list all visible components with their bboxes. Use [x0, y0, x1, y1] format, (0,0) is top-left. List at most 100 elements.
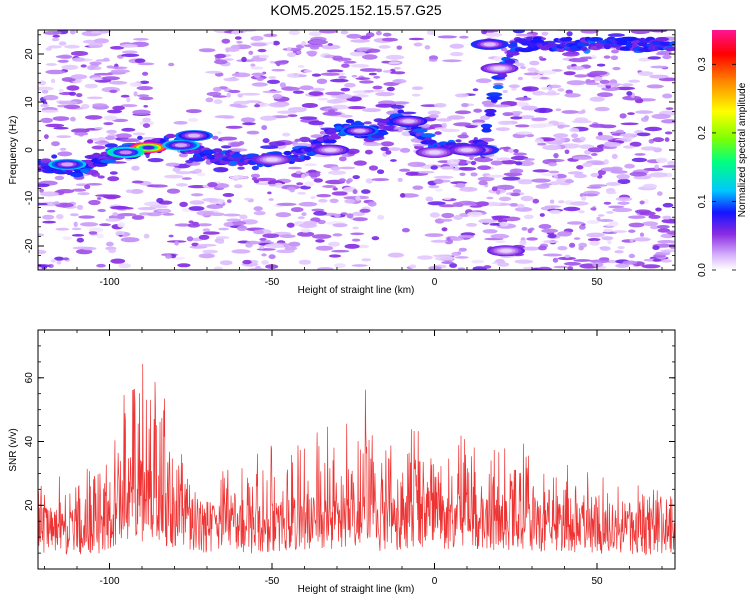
- spectrogram-cell: [639, 200, 645, 205]
- spectrogram-cell: [174, 223, 192, 227]
- spectrogram-cell: [351, 121, 365, 127]
- spectrogram-cell: [324, 139, 337, 144]
- spectrogram-cell: [56, 189, 74, 194]
- spectrogram-cell: [620, 122, 639, 126]
- spectrogram-cell: [259, 245, 265, 250]
- spectrogram-cell: [538, 70, 557, 75]
- spectrogram-cell: [608, 221, 619, 227]
- spectrogram-cell: [427, 110, 441, 115]
- spectrogram-cell: [336, 94, 353, 99]
- spectrogram-cell: [283, 150, 292, 156]
- spectrogram-cell: [555, 108, 562, 112]
- snr-panel: -100 -50 0 50 20 40 60 Height of straight lin…: [8, 329, 676, 595]
- spectrogram-cell: [322, 185, 337, 188]
- spectrogram-cell: [392, 78, 407, 84]
- spectrogram-cell: [636, 132, 651, 137]
- colorbar-tick-label: 0.1: [697, 194, 708, 208]
- spectrogram-cell: [100, 158, 116, 164]
- spectrogram-cell: [438, 204, 457, 208]
- spectrogram-cell: [227, 148, 248, 152]
- spectrogram-cell: [495, 184, 515, 190]
- spectrogram-cell: [307, 169, 317, 173]
- spectrogram-cell: [188, 156, 206, 162]
- spectrogram-peak: [428, 150, 441, 155]
- spectrogram-cell: [621, 83, 634, 87]
- spectrogram-cell: [88, 42, 104, 48]
- spectrogram-cell: [304, 163, 318, 167]
- spectrogram-peak: [61, 162, 74, 167]
- spectrogram-cell: [268, 141, 286, 147]
- spectrogram-cell: [207, 182, 218, 188]
- spectrogram-cell: [240, 117, 256, 123]
- spectrogram-cell: [174, 240, 180, 246]
- spectrogram-cell: [538, 245, 547, 251]
- spectrogram-cell: [202, 249, 219, 254]
- spectrogram-cell: [246, 130, 260, 135]
- spectrogram-cell: [108, 248, 116, 254]
- spectrogram-cell: [455, 182, 466, 188]
- spectrogram-cell: [234, 184, 243, 189]
- spectrogram-cell: [520, 66, 527, 70]
- spectrogram-cell: [330, 166, 341, 171]
- spectrogram-cell: [106, 129, 117, 134]
- x-tick-label: 0: [432, 277, 438, 288]
- spectrogram-cell: [399, 168, 411, 172]
- spectrogram-cell: [311, 208, 325, 212]
- spectrogram-cell: [623, 36, 639, 42]
- spectrogram-cell: [367, 201, 377, 207]
- spectrogram-cell: [606, 211, 614, 214]
- spectrogram-cell: [175, 171, 192, 175]
- spectrogram-cell: [531, 118, 546, 122]
- spectrogram-cell: [548, 170, 560, 174]
- spectrogram-cell: [256, 248, 276, 251]
- spectrogram-cell: [399, 147, 411, 153]
- spectrogram-cell: [556, 47, 566, 52]
- spectrogram-cell: [96, 263, 106, 268]
- spectrogram-cell: [553, 265, 569, 269]
- spectrogram-cell: [441, 261, 454, 264]
- spectrogram-cell: [321, 44, 341, 50]
- spectrogram-cell: [652, 137, 665, 143]
- spectrogram-cell: [52, 116, 70, 121]
- spectrogram-cell: [352, 195, 369, 200]
- spectrogram-cell: [471, 259, 484, 264]
- spectrogram-cell: [661, 250, 672, 254]
- spectrogram-cell: [137, 62, 155, 66]
- spectrogram-cell: [276, 202, 297, 206]
- spectrogram-cell: [229, 103, 242, 108]
- spectrogram-cell: [563, 71, 576, 76]
- spectrogram-cell: [230, 142, 242, 147]
- spectrogram-cell: [567, 171, 584, 175]
- spectrogram-cell: [603, 228, 613, 233]
- spectrogram-peak: [119, 150, 132, 155]
- spectrogram-cell: [549, 199, 555, 204]
- spectrogram-cell: [120, 94, 130, 98]
- spectrogram-cell: [306, 50, 318, 55]
- spectrogram-cell: [480, 115, 490, 120]
- spectrogram-cell: [518, 181, 533, 185]
- spectrogram-cell: [76, 204, 84, 210]
- spectrogram-cell: [361, 189, 371, 194]
- spectrogram-cell: [564, 93, 581, 98]
- spectrogram-cell: [251, 177, 258, 181]
- spectrogram-cell: [661, 218, 675, 224]
- spectrogram-cell: [484, 32, 503, 37]
- spectrogram-peak: [460, 148, 474, 152]
- spectrogram-cell: [375, 92, 395, 97]
- spectrogram-cell: [649, 30, 668, 33]
- spectrogram-cell: [649, 74, 669, 79]
- spectrogram-cell: [458, 234, 474, 239]
- spectrogram-cell: [89, 61, 102, 66]
- spectrogram-cell: [44, 134, 49, 140]
- spectrogram-cell: [499, 221, 509, 227]
- spectrogram-cell: [137, 207, 156, 211]
- x-tick-label: -50: [265, 277, 280, 288]
- spectrogram-cell: [453, 215, 463, 220]
- spectrogram-cell: [279, 82, 286, 88]
- spectrogram-cell: [655, 37, 669, 42]
- spectrogram-cell: [352, 211, 366, 216]
- spectrogram-cell: [498, 196, 512, 202]
- spectrogram-cell: [178, 153, 189, 158]
- spectrogram-cell: [239, 214, 248, 220]
- y-tick-label: 10: [24, 96, 35, 108]
